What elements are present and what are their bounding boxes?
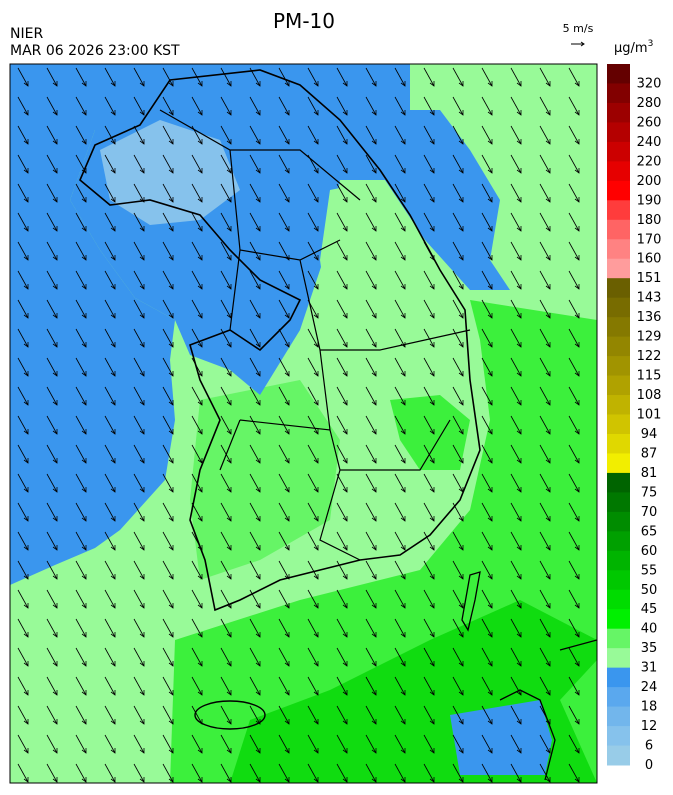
colorbar-swatch [607, 492, 630, 513]
colorbar-swatch [607, 200, 630, 221]
colorbar-label: 180 [637, 213, 662, 228]
colorbar-label: 136 [637, 310, 662, 325]
timestamp: MAR 06 2026 23:00 KST [10, 43, 180, 59]
colorbar-label: 220 [637, 154, 662, 169]
wind-arrows [10, 64, 597, 783]
colorbar-label: 108 [637, 388, 662, 403]
wind-scale-arrowhead [580, 41, 585, 47]
colorbar-swatch [607, 375, 630, 396]
title: PM-10 [273, 9, 335, 33]
colorbar-swatch [607, 511, 630, 532]
colorbar-label: 240 [637, 135, 662, 150]
colorbar-swatch [607, 83, 630, 104]
colorbar-label: 260 [637, 115, 662, 130]
colorbar-label: 160 [637, 252, 662, 267]
colorbar-swatch [607, 706, 630, 727]
colorbar-swatch [607, 609, 630, 630]
colorbar-swatch [607, 64, 630, 84]
colorbar-label: 87 [641, 446, 658, 461]
colorbar-swatch [607, 472, 630, 493]
colorbar-label: 75 [641, 485, 658, 500]
map-frame [9, 63, 598, 784]
colorbar-swatch [607, 648, 630, 669]
colorbar-label: 55 [641, 563, 658, 578]
colorbar-label: 60 [641, 544, 658, 559]
colorbar-label: 70 [641, 505, 658, 520]
colorbar-label: 0 [645, 758, 653, 773]
colorbar-swatch [607, 531, 630, 552]
colorbar-label: 81 [641, 466, 658, 481]
colorbar-label: 190 [637, 193, 662, 208]
colorbar-swatch [607, 278, 630, 299]
colorbar-label: 143 [637, 291, 662, 306]
colorbar-swatch [607, 317, 630, 338]
colorbar-swatch [607, 336, 630, 357]
colorbar-label: 94 [641, 427, 658, 442]
colorbar-swatch [607, 589, 630, 610]
colorbar-label: 170 [637, 232, 662, 247]
colorbar-swatch [607, 395, 630, 415]
colorbar-swatch [607, 433, 630, 454]
colorbar-swatch [607, 414, 630, 435]
colorbar-swatch [607, 550, 630, 571]
agency: NIER [10, 26, 43, 42]
colorbar-label: 6 [645, 739, 653, 754]
colorbar-label: 18 [641, 700, 658, 715]
colorbar-swatch [607, 356, 630, 377]
colorbar-label: 115 [637, 369, 662, 384]
colorbar-label: 200 [637, 174, 662, 189]
colorbar-swatch [607, 687, 630, 708]
colorbar-swatch [607, 453, 630, 474]
colorbar-label: 65 [641, 524, 658, 539]
colorbar-swatch [607, 180, 630, 201]
colorbar-swatch [607, 258, 630, 279]
colorbar-label: 320 [637, 76, 662, 91]
colorbar-label: 40 [641, 622, 658, 637]
colorbar-label: 101 [637, 408, 662, 423]
colorbar-label: 35 [641, 641, 658, 656]
colorbar-swatch [607, 570, 630, 591]
colorbar-label: 280 [637, 96, 662, 111]
colorbar-swatch [607, 297, 630, 318]
colorbar-label: 151 [637, 271, 662, 286]
wind-scale: 5 m/s [563, 22, 594, 35]
colorbar: 3202802602402202001901801701601511431361… [607, 64, 661, 773]
unit-base: µg/m [614, 41, 648, 56]
colorbar-swatch [607, 667, 630, 688]
colorbar-label: 31 [641, 661, 658, 676]
colorbar-label: 24 [641, 680, 658, 695]
colorbar-swatch [607, 219, 630, 240]
colorbar-swatch [607, 141, 630, 162]
colorbar-swatch [607, 102, 630, 123]
colorbar-label: 129 [637, 330, 662, 345]
map [10, 64, 597, 783]
colorbar-label: 12 [641, 719, 658, 734]
colorbar-swatch [607, 239, 630, 260]
colorbar-swatch [607, 628, 630, 649]
unit: µg/m3 [614, 39, 653, 56]
colorbar-swatch [607, 745, 630, 766]
colorbar-swatch [607, 161, 630, 182]
colorbar-label: 50 [641, 583, 658, 598]
colorbar-label: 45 [641, 602, 658, 617]
colorbar-label: 122 [637, 349, 662, 364]
colorbar-swatch [607, 726, 630, 747]
colorbar-swatch [607, 122, 630, 143]
unit-power: 3 [648, 39, 654, 49]
